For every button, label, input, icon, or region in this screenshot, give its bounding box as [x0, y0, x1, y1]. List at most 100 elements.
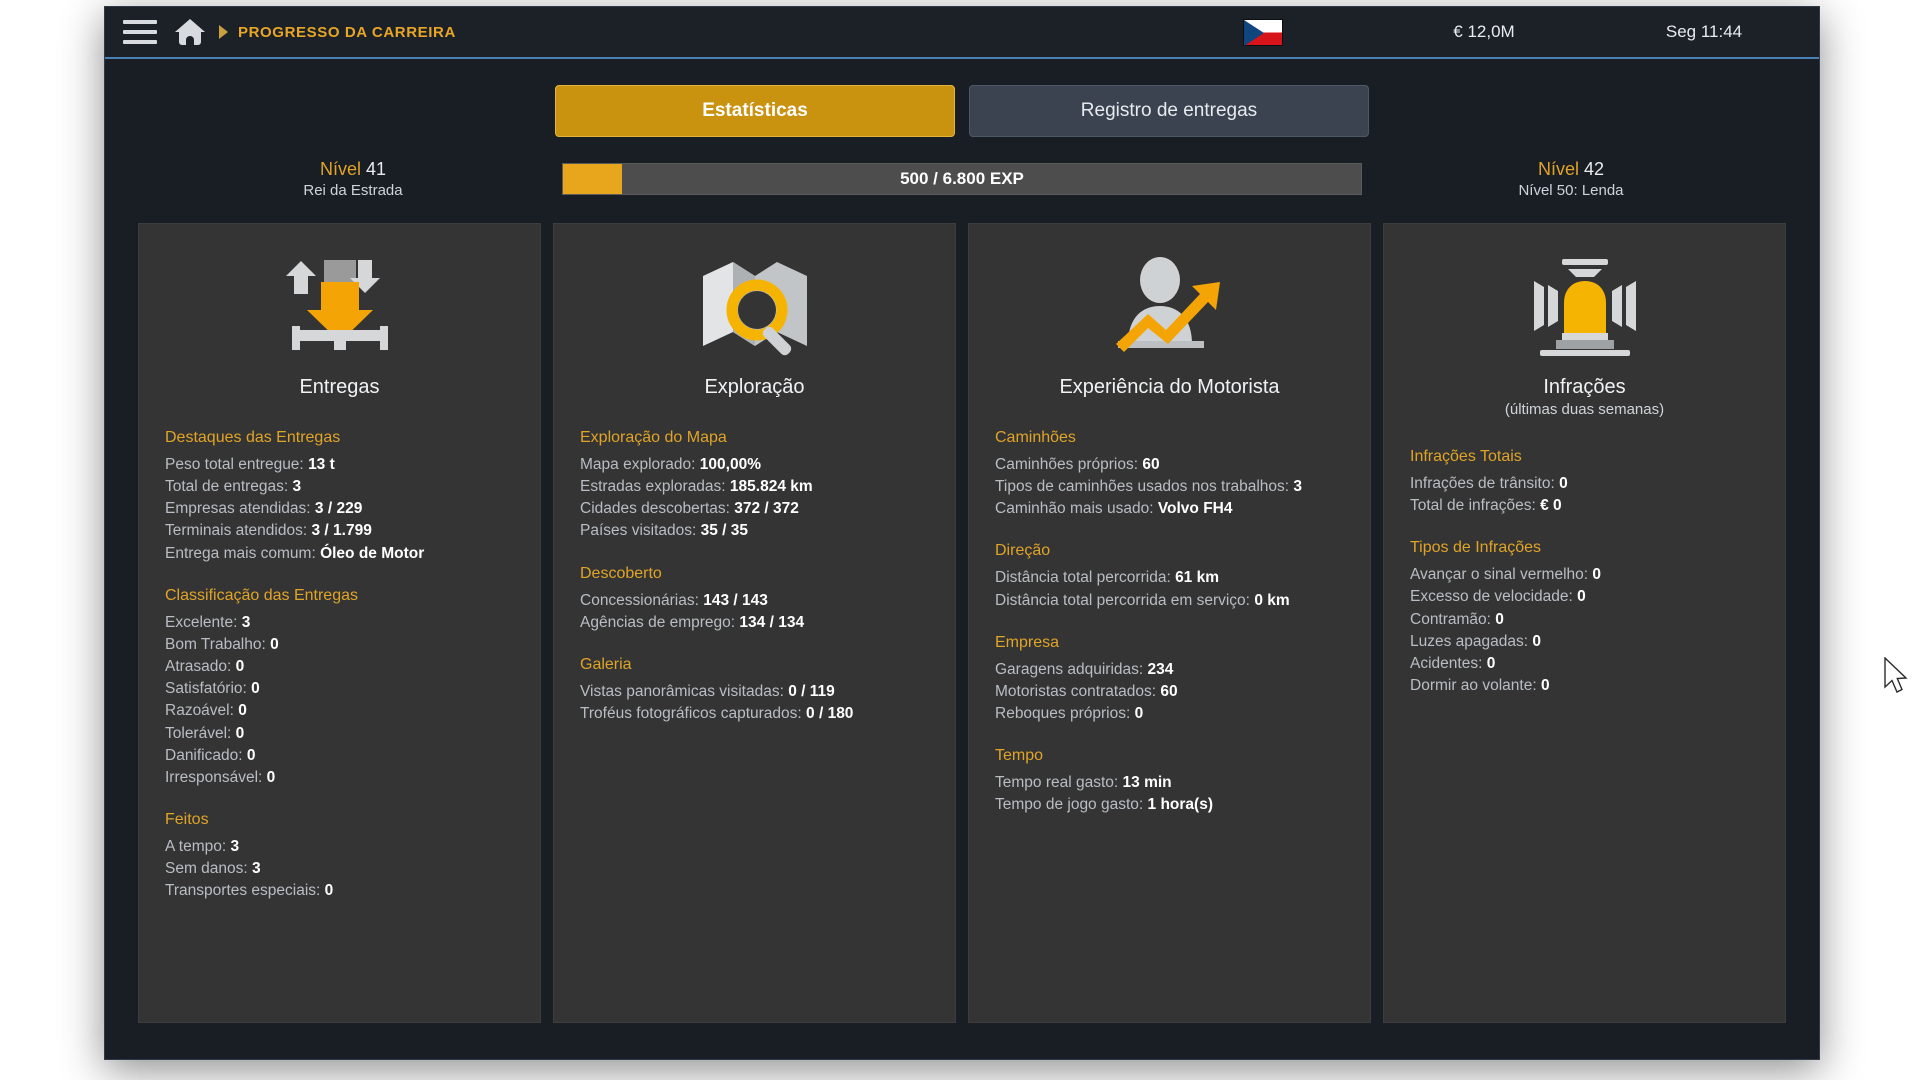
stat-value: 60: [1160, 682, 1178, 700]
stat-group: Infrações Totais Infrações de trânsito: 0…: [1410, 448, 1759, 517]
panel-title: Infrações: [1543, 376, 1626, 398]
game-clock: Seg 11:44: [1665, 22, 1743, 41]
stat-label: Cidades descobertas:: [580, 500, 730, 518]
stat-row: Infrações de trânsito: 0: [1410, 473, 1759, 495]
stat-group-heading: Destaques das Entregas: [165, 429, 341, 446]
stat-value: 3: [252, 860, 261, 878]
stat-row: Total de entregas: 3: [165, 476, 514, 498]
stat-value: 372 / 372: [734, 500, 799, 518]
stat-value: 0: [1486, 654, 1496, 672]
stat-group: Descoberto Concessionárias: 143 / 143 Agên…: [580, 565, 929, 634]
panel-body: Infrações Totais Infrações de trânsito: 0…: [1410, 448, 1759, 719]
stat-row: Sem danos: 3: [165, 858, 514, 880]
stat-group-heading: Classificação das Entregas: [165, 586, 358, 604]
stat-row: Peso total entregue: 13 t: [165, 454, 514, 476]
stat-label: Terminais atendidos:: [165, 522, 308, 540]
stat-row: Agências de emprego: 134 / 134: [580, 612, 929, 634]
stat-row: Total de infrações: € 0: [1410, 495, 1759, 517]
stat-label: Caminhões próprios:: [995, 456, 1139, 473]
tab-delivery-log[interactable]: Registro de entregas: [969, 85, 1369, 137]
stat-label: Estradas exploradas:: [580, 478, 726, 496]
stat-label: Contramão:: [1410, 610, 1491, 628]
stat-label: Avançar o sinal vermelho:: [1410, 566, 1589, 584]
panel-subtitle: (últimas duas semanas): [1504, 401, 1665, 418]
stat-label: Tempo real gasto:: [995, 774, 1119, 792]
chevron-right-icon: [219, 25, 228, 39]
stat-label: Atrasado:: [165, 658, 232, 676]
home-icon[interactable]: [175, 19, 205, 45]
panel-body: Caminhões Caminhões próprios: 60 Tipos de …: [995, 429, 1344, 839]
stat-row: Caminhão mais usado: Volvo FH4: [995, 498, 1344, 520]
stat-group-heading: Direção: [995, 542, 1051, 560]
stat-row: Irresponsável: 0: [165, 767, 514, 789]
stat-label: Excesso de velocidade:: [1410, 588, 1573, 606]
current-level-subtitle: Rei da Estrada: [303, 182, 403, 199]
driver-growth-icon: [995, 246, 1344, 366]
top-bar: PROGRESSO DA CARREIRA € 12,0M Seg 11:44: [105, 7, 1819, 59]
stats-panel: Experiência do Motorista Caminhões Caminhõ…: [968, 223, 1371, 1023]
stat-value: 0: [270, 635, 279, 653]
stat-label: Razoável:: [165, 702, 234, 720]
mouse-pointer-icon: [1884, 657, 1908, 693]
stat-label: Agências de emprego:: [580, 613, 736, 631]
stat-label: Distância total percorrida:: [995, 569, 1171, 587]
stat-value: 60: [1142, 456, 1160, 473]
stat-label: Sem danos:: [165, 860, 248, 878]
current-level-value: 41: [366, 159, 387, 179]
stat-value: 0: [324, 882, 334, 900]
level-progress-row: Nível 41 Rei da Estrada 500 / 6.800 EXP …: [135, 159, 1789, 199]
stat-row: Danificado: 0: [165, 745, 514, 767]
stat-row: Mapa explorado: 100,00%: [580, 454, 929, 476]
stat-row: Cidades descobertas: 372 / 372: [580, 498, 929, 520]
stat-row: Luzes apagadas: 0: [1410, 631, 1759, 653]
stat-value: 0: [1592, 566, 1601, 584]
czech-republic-flag-icon: [1243, 18, 1283, 46]
stat-label: Vistas panorâmicas visitadas:: [580, 682, 784, 700]
stat-value: 185.824 km: [729, 478, 813, 496]
stat-row: Garagens adquiridas: 234: [995, 659, 1344, 681]
hamburger-menu-icon[interactable]: [123, 20, 157, 44]
panel-body: Exploração do Mapa Mapa explorado: 100,00…: [580, 429, 929, 747]
stat-group: Caminhões Caminhões próprios: 60 Tipos de …: [995, 429, 1344, 520]
police-beacon-icon: [1410, 246, 1759, 366]
stat-row: Bom Trabalho: 0: [165, 634, 514, 656]
tab-statistics[interactable]: Estatísticas: [555, 85, 955, 137]
stat-value: 0: [1495, 610, 1504, 628]
stat-row: Razoável: 0: [165, 700, 514, 722]
stat-label: Tipos de caminhões usados nos trabalhos:: [995, 478, 1290, 496]
stat-value: Volvo FH4: [1157, 500, 1233, 518]
stat-row: Atrasado: 0: [165, 656, 514, 678]
stat-label: Excelente:: [165, 613, 238, 631]
stat-value: 0: [1532, 632, 1542, 650]
xp-progress-bar: 500 / 6.800 EXP: [562, 163, 1362, 195]
stat-value: 61 km: [1175, 569, 1220, 587]
stat-value: 134 / 134: [739, 613, 805, 631]
stat-value: 100,00%: [699, 456, 761, 473]
stat-value: 0: [1540, 677, 1550, 695]
stat-group-heading: Feitos: [165, 811, 209, 829]
stat-label: Entrega mais comum:: [165, 544, 316, 562]
stat-value: 3: [292, 478, 302, 496]
stats-panel: Exploração Exploração do Mapa Mapa explora…: [553, 223, 956, 1023]
stat-group-heading: Empresa: [995, 633, 1060, 651]
stat-row: Tempo real gasto: 13 min: [995, 772, 1344, 794]
stat-group: Empresa Garagens adquiridas: 234 Motorista…: [995, 634, 1344, 725]
stat-group: Direção Distância total percorrida: 61 km…: [995, 542, 1344, 611]
stat-group: Exploração do Mapa Mapa explorado: 100,00…: [580, 429, 929, 543]
stat-value: 1 hora(s): [1147, 796, 1213, 814]
stat-row: Avançar o sinal vermelho: 0: [1410, 564, 1759, 586]
stat-value: 3: [230, 838, 240, 856]
stat-label: Acidentes:: [1410, 654, 1483, 672]
stat-group-heading: Galeria: [580, 655, 632, 673]
stat-value: 3 / 1.799: [311, 522, 372, 540]
stat-group: Feitos A tempo: 3 Sem danos: 3 Transportes …: [165, 811, 514, 902]
stat-label: Peso total entregue:: [165, 456, 304, 473]
stat-group: Destaques das Entregas Peso total entregu…: [165, 429, 514, 565]
stat-group-heading: Tempo: [995, 747, 1044, 765]
stat-label: Motoristas contratados:: [995, 682, 1157, 700]
stat-group: Classificação das Entregas Excelente: 3 Bo…: [165, 587, 514, 789]
stat-group-heading: Caminhões: [995, 429, 1076, 446]
stat-row: Troféus fotográficos capturados: 0 / 180: [580, 703, 929, 725]
stat-label: Países visitados:: [580, 522, 697, 540]
stat-value: 0 km: [1254, 591, 1290, 609]
